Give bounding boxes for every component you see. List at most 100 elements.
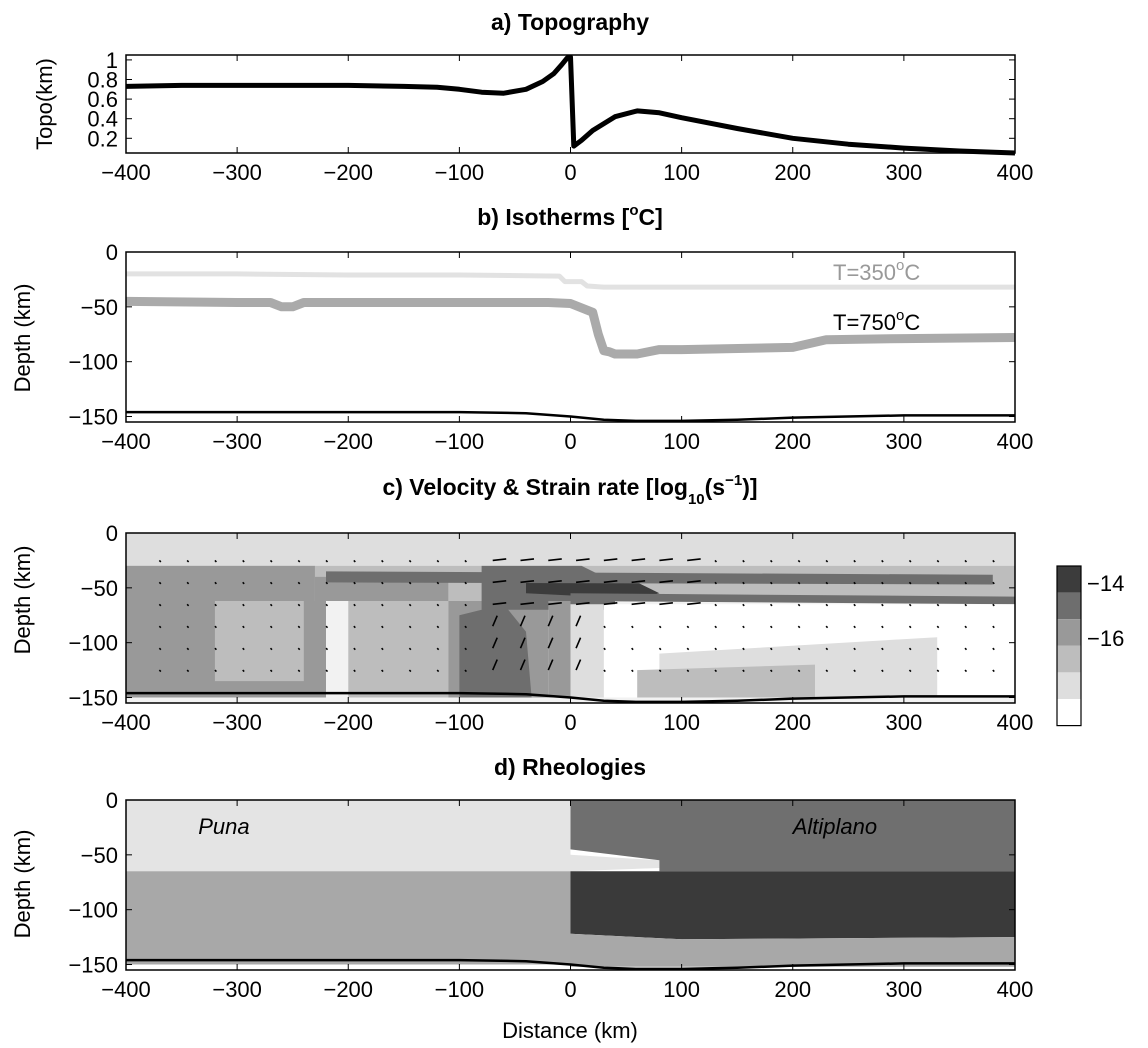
velocity-arrow <box>520 601 535 606</box>
velocity-arrow <box>881 581 884 585</box>
velocity-arrow <box>769 559 773 563</box>
velocity-arrow <box>186 625 190 629</box>
velocity-arrow <box>631 558 646 562</box>
colorbar-swatch <box>1057 699 1081 726</box>
velocity-arrow <box>186 581 190 585</box>
velocity-arrow <box>769 647 773 651</box>
velocity-arrow <box>936 647 940 651</box>
velocity-arrow <box>742 625 745 629</box>
velocity-arrow <box>658 669 662 673</box>
strain-rate-region <box>548 601 571 698</box>
velocity-arrow <box>520 558 535 562</box>
velocity-arrow <box>603 669 606 673</box>
y-tick-label: 0.6 <box>87 87 118 112</box>
x-tick-label: 100 <box>663 429 700 454</box>
velocity-arrow <box>436 625 440 629</box>
velocity-arrow <box>714 581 718 585</box>
velocity-arrow <box>908 647 912 651</box>
velocity-arrow <box>519 659 526 671</box>
velocity-arrow <box>242 625 245 629</box>
velocity-arrow <box>742 559 745 563</box>
velocity-arrow <box>631 669 634 673</box>
velocity-arrow <box>325 625 329 629</box>
velocity-arrow <box>853 559 856 563</box>
velocity-arrow <box>353 625 356 629</box>
velocity-arrow <box>186 669 190 673</box>
velocity-arrow <box>659 558 673 562</box>
velocity-arrow <box>853 625 856 629</box>
velocity-arrow <box>825 581 829 585</box>
velocity-arrow <box>491 637 498 649</box>
velocity-arrow <box>464 603 467 607</box>
velocity-arrow <box>631 601 646 606</box>
velocity-arrow <box>158 559 162 563</box>
velocity-arrow <box>325 603 329 607</box>
y-tick-label: −100 <box>68 350 118 375</box>
velocity-arrow <box>797 647 801 651</box>
strain-rate-region <box>126 565 315 601</box>
velocity-arrow <box>158 603 162 607</box>
strain-rate-region <box>570 604 604 698</box>
panel-b-isotherms: b) Isotherms [oC] Depth (km) −400 −300 −20… <box>10 202 1033 454</box>
velocity-arrow <box>825 559 829 563</box>
velocity-arrow <box>575 558 590 562</box>
x-tick-label: 400 <box>997 429 1034 454</box>
velocity-arrow <box>491 659 498 671</box>
velocity-arrow <box>548 580 562 584</box>
x-tick-label: 0 <box>564 160 576 185</box>
x-tick-label: 400 <box>997 710 1034 735</box>
velocity-arrow <box>547 637 554 649</box>
velocity-arrow <box>491 615 498 627</box>
x-tick-label: 200 <box>774 710 811 735</box>
panel-a-plot: −400 −300 −200 −100 0 100 200 300 400 0.20.40.60.… <box>87 48 1033 185</box>
strain-rate-region <box>214 601 304 682</box>
velocity-arrow <box>242 647 245 651</box>
velocity-arrow <box>214 625 217 629</box>
velocity-arrow <box>242 669 245 673</box>
panel-a-topography: a) Topography Topo(km) −400 −300 −200 −100 0… <box>32 9 1033 185</box>
velocity-arrow <box>908 581 912 585</box>
velocity-arrow <box>325 559 329 563</box>
velocity-arrow <box>797 669 801 673</box>
velocity-arrow <box>686 647 690 651</box>
velocity-arrow <box>548 558 562 562</box>
velocity-arrow <box>297 559 301 563</box>
velocity-arrow <box>436 647 440 651</box>
velocity-arrow <box>297 603 301 607</box>
x-tick-label: −200 <box>323 429 373 454</box>
rheology-region <box>570 800 1015 872</box>
velocity-arrow <box>687 601 701 606</box>
velocity-arrow <box>686 669 690 673</box>
velocity-arrow <box>242 603 245 607</box>
panel-c-strain-rate: c) Velocity & Strain rate [log10(s−1)] D… <box>10 472 1124 735</box>
x-tick-label: 200 <box>774 977 811 1002</box>
y-tick-label: 0.8 <box>87 68 118 93</box>
colorbar-tick-label: −14 <box>1087 571 1124 596</box>
x-tick-label: −300 <box>212 977 262 1002</box>
velocity-arrow <box>436 559 440 563</box>
velocity-arrow <box>825 669 829 673</box>
velocity-arrow <box>742 603 745 607</box>
velocity-arrow <box>464 647 467 651</box>
x-tick-label: 100 <box>663 977 700 1002</box>
panel-b-plot: −400 −300 −200 −100 0 100 200 300 400 0 −50 −100 −15… <box>68 240 1033 454</box>
velocity-arrow <box>908 603 912 607</box>
strain-rate-region <box>459 604 532 698</box>
velocity-arrow <box>575 580 590 584</box>
velocity-arrow <box>436 581 440 585</box>
velocity-arrow <box>269 603 273 607</box>
velocity-arrow <box>769 581 773 585</box>
velocity-arrow <box>548 601 562 606</box>
velocity-arrow <box>408 625 412 629</box>
x-tick-label: 0 <box>564 429 576 454</box>
velocity-arrow <box>659 601 673 606</box>
velocity-arrow <box>992 559 995 563</box>
velocity-arrow <box>492 558 507 562</box>
velocity-arrow <box>325 581 329 585</box>
velocity-arrow <box>908 625 912 629</box>
velocity-arrow <box>992 669 995 673</box>
y-tick-label: −50 <box>81 295 118 320</box>
x-tick-label: 0 <box>564 977 576 1002</box>
y-tick-label: 0.4 <box>87 107 118 132</box>
x-tick-label: −400 <box>101 160 151 185</box>
